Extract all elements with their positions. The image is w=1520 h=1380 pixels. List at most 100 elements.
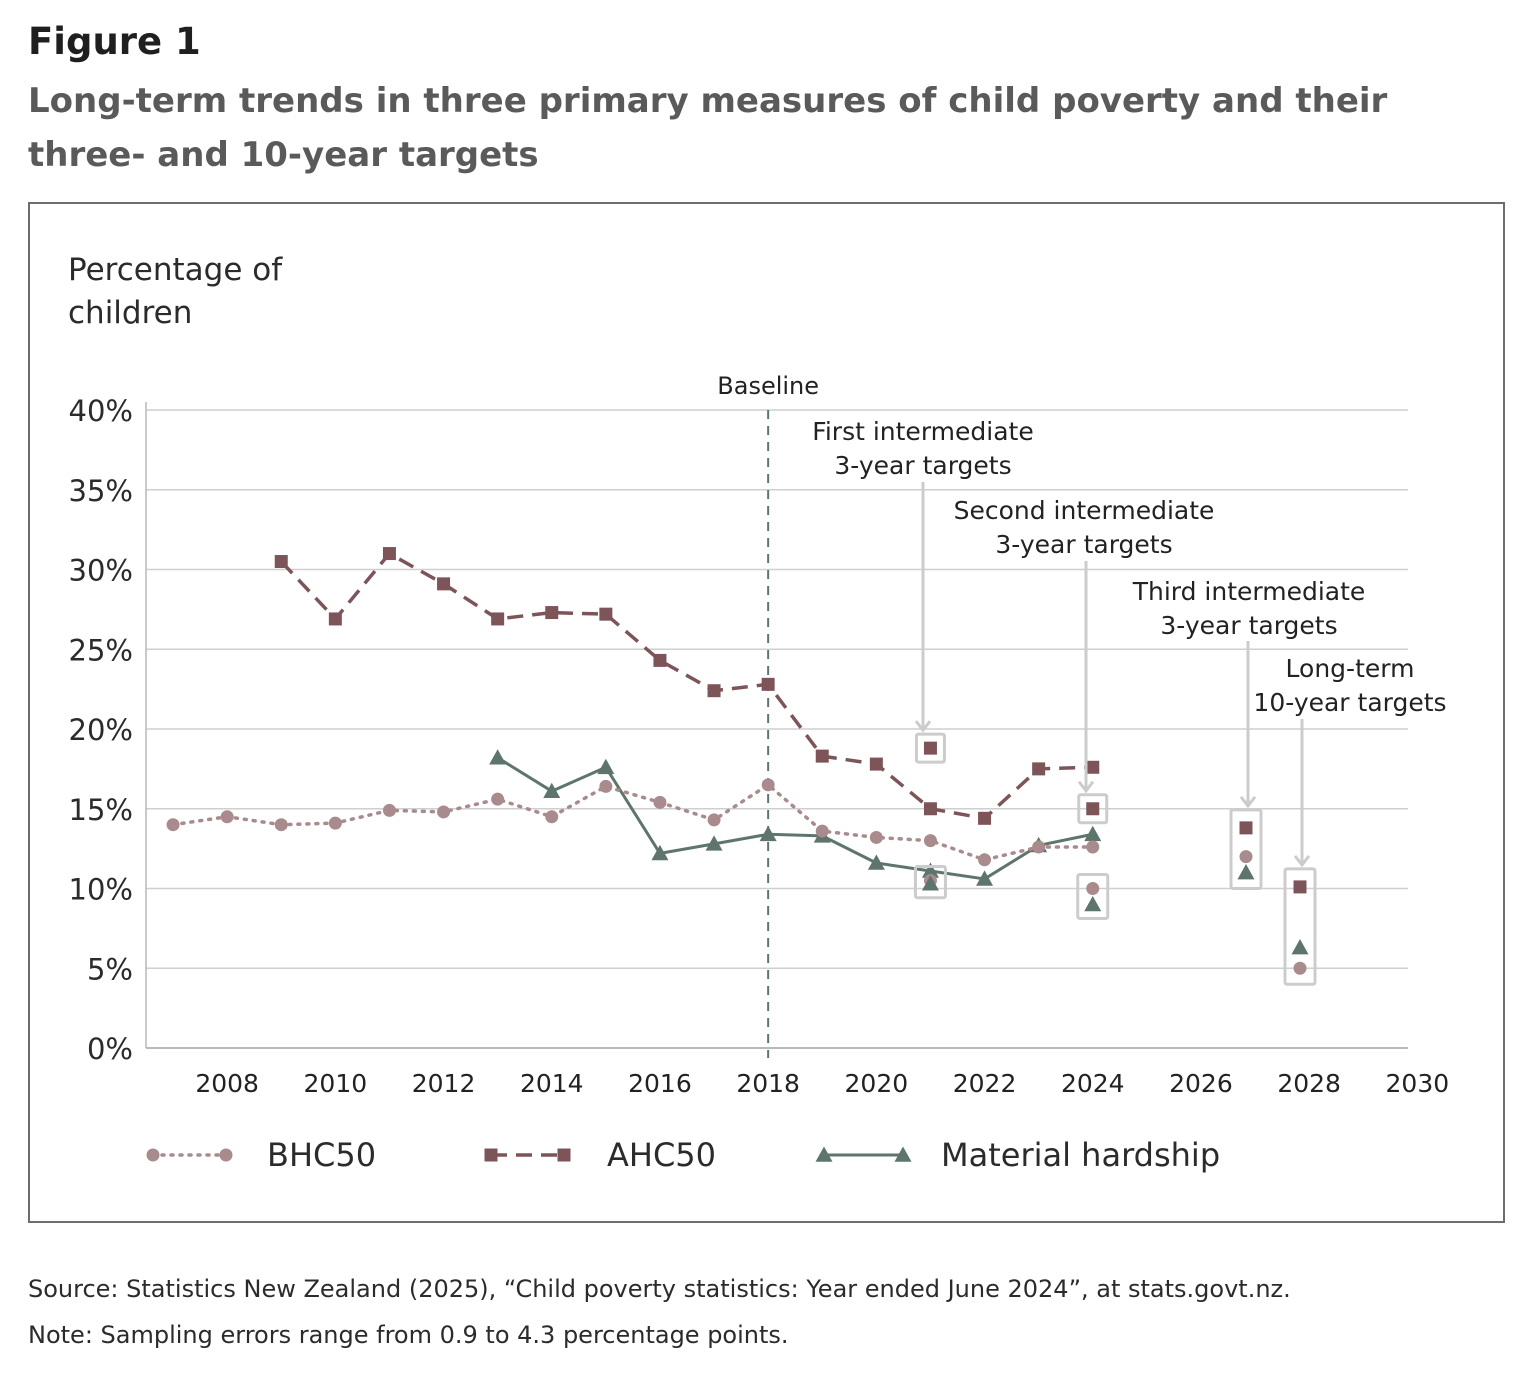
x-tick-label: 2024 — [1061, 1069, 1125, 1098]
y-tick-label: 10% — [69, 873, 133, 907]
square-marker — [545, 606, 559, 620]
target-box — [1077, 793, 1109, 825]
target-label: Long-term — [1286, 654, 1415, 683]
legend-label: AHC50 — [607, 1136, 716, 1174]
square-marker — [761, 677, 775, 691]
target-triangle-marker — [1084, 895, 1102, 912]
y-axis-label: Percentage of — [68, 252, 283, 288]
legend-triangle-marker — [894, 1146, 912, 1162]
target-arrowhead — [914, 720, 932, 733]
source-note: Source: Statistics New Zealand (2025), “… — [28, 1275, 1291, 1303]
square-marker — [653, 653, 667, 667]
target-box — [1076, 873, 1110, 920]
target-label: Third intermediate — [1132, 577, 1366, 606]
y-tick-label: 40% — [69, 394, 133, 428]
target-triangle-marker — [1291, 939, 1309, 955]
legend-square-marker — [557, 1148, 571, 1162]
triangle-marker — [489, 749, 507, 765]
target-arrowhead — [1239, 795, 1257, 809]
triangle-marker — [543, 782, 561, 799]
square-marker — [274, 555, 288, 569]
target-square-marker — [923, 741, 937, 755]
legend-label: Material hardship — [941, 1136, 1220, 1174]
circle-marker — [545, 810, 559, 824]
square-marker — [815, 749, 829, 763]
series-line-ahc50 — [279, 551, 1093, 821]
legend-square-marker — [484, 1148, 498, 1162]
x-tick-label: 2030 — [1386, 1069, 1450, 1098]
series-line-bhc50 — [171, 783, 1095, 862]
target-label: 10-year targets — [1253, 688, 1446, 717]
circle-marker — [437, 805, 451, 819]
y-tick-label: 35% — [69, 474, 133, 508]
x-tick-label: 2026 — [1169, 1069, 1233, 1098]
square-marker — [707, 684, 721, 698]
target-label: Second intermediate — [954, 496, 1215, 525]
square-marker — [978, 811, 992, 825]
circle-marker — [923, 834, 937, 848]
circle-marker — [761, 778, 775, 792]
circle-marker — [1086, 840, 1100, 854]
target-box — [1283, 867, 1317, 986]
circle-marker — [382, 803, 396, 817]
circle-marker — [707, 813, 721, 827]
target-arrowhead — [1293, 854, 1311, 868]
legend-circle-marker — [146, 1148, 160, 1162]
circle-marker — [815, 824, 829, 838]
y-axis-label: children — [68, 295, 192, 331]
target-square-marker — [1086, 802, 1100, 816]
triangle-marker — [759, 825, 777, 842]
target-label: 3-year targets — [1160, 611, 1337, 640]
square-marker — [599, 607, 613, 621]
target-circle-marker — [1293, 961, 1307, 975]
y-tick-label: 5% — [87, 952, 133, 986]
square-marker — [437, 577, 451, 591]
y-tick-label: 30% — [69, 554, 133, 588]
target-triangle-marker — [1237, 864, 1255, 880]
target-circle-marker — [1239, 850, 1253, 864]
figure-title: Long-term trends in three primary measur… — [28, 81, 1388, 175]
baseline-label: Baseline — [717, 372, 819, 400]
y-tick-label: 15% — [69, 793, 133, 827]
square-marker — [1032, 762, 1046, 776]
x-tick-label: 2014 — [520, 1069, 584, 1098]
x-tick-label: 2018 — [736, 1069, 800, 1098]
circle-marker — [869, 830, 883, 844]
target-label: 3-year targets — [995, 530, 1172, 559]
circle-marker — [328, 816, 342, 830]
target-box — [914, 732, 946, 764]
circle-marker — [978, 853, 992, 867]
x-tick-label: 2020 — [845, 1069, 909, 1098]
target-triangle-marker — [921, 875, 939, 891]
triangle-marker — [651, 844, 669, 861]
target-label: First intermediate — [812, 417, 1033, 446]
target-label: 3-year targets — [834, 451, 1011, 480]
circle-marker — [220, 810, 234, 824]
target-circle-marker — [1086, 882, 1100, 895]
chart-frame — [28, 202, 1505, 1223]
circle-marker — [274, 818, 288, 832]
x-tick-label: 2016 — [628, 1069, 692, 1098]
circle-marker — [599, 779, 613, 793]
circle-marker — [166, 818, 180, 832]
x-tick-label: 2028 — [1277, 1069, 1341, 1098]
triangle-marker — [867, 854, 885, 870]
x-tick-label: 2010 — [304, 1069, 368, 1098]
target-box — [1229, 808, 1263, 891]
target-square-marker — [1293, 880, 1307, 894]
square-marker — [923, 802, 937, 816]
x-tick-label: 2022 — [953, 1069, 1017, 1098]
target-arrowhead — [1077, 780, 1095, 794]
series-line-material-hardship — [496, 756, 1095, 881]
square-marker — [328, 612, 342, 626]
circle-marker — [1032, 840, 1046, 854]
triangle-marker — [1084, 825, 1102, 842]
square-marker — [1086, 760, 1100, 774]
target-box — [913, 865, 947, 900]
x-tick-label: 2012 — [412, 1069, 476, 1098]
triangle-marker — [705, 835, 723, 851]
triangle-marker — [976, 870, 994, 886]
y-tick-label: 20% — [69, 713, 133, 747]
x-tick-label: 2008 — [195, 1069, 259, 1098]
